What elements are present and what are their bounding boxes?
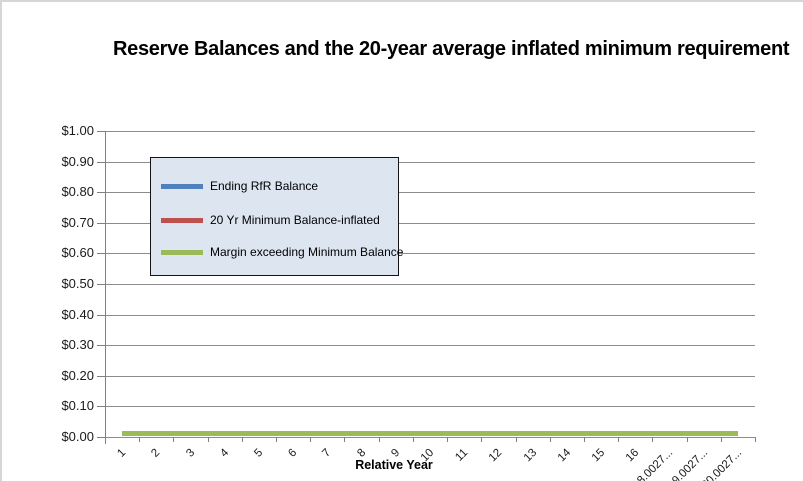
legend-entry: Margin exceeding Minimum Balance — [161, 245, 403, 259]
y-axis-tick-label: $0.70 — [61, 215, 94, 230]
y-axis-tick-label: $0.80 — [61, 184, 94, 199]
x-axis-tick — [481, 437, 482, 442]
legend-box[interactable]: Ending RfR Balance 20 Yr Minimum Balance… — [150, 157, 403, 276]
x-axis-tick — [276, 437, 277, 442]
legend-entry: 20 Yr Minimum Balance-inflated — [161, 213, 380, 227]
x-axis-tick — [516, 437, 517, 442]
y-axis-tick-label: $0.20 — [61, 368, 94, 383]
legend-line-swatch — [161, 249, 203, 255]
gridline — [105, 162, 755, 163]
gridline — [105, 131, 755, 132]
legend-label: 20 Yr Minimum Balance-inflated — [210, 213, 380, 227]
series-line — [122, 431, 738, 436]
x-axis-title: Relative Year — [355, 458, 433, 472]
chart-title: Reserve Balances and the 20-year average… — [113, 38, 790, 60]
y-axis-tick — [97, 376, 105, 377]
x-axis-tick — [139, 437, 140, 442]
legend-label: Margin exceeding Minimum Balance — [210, 245, 404, 259]
legend-line-swatch — [161, 183, 203, 189]
legend-entry: Ending RfR Balance — [161, 179, 318, 193]
gridline — [105, 345, 755, 346]
y-axis-tick — [97, 131, 105, 132]
gridline — [105, 284, 755, 285]
x-axis-tick — [550, 437, 551, 442]
y-axis-tick — [97, 253, 105, 254]
y-axis-tick-label: $0.90 — [61, 154, 94, 169]
x-axis-tick — [652, 437, 653, 442]
y-axis-tick — [97, 406, 105, 407]
x-axis-tick — [208, 437, 209, 442]
x-axis-tick — [310, 437, 311, 442]
y-axis-tick-label: $0.00 — [61, 429, 94, 444]
gridline — [105, 223, 755, 224]
y-axis-tick — [97, 223, 105, 224]
gridline — [105, 406, 755, 407]
x-axis-tick — [618, 437, 619, 442]
y-axis-tick — [97, 192, 105, 193]
x-axis-tick — [584, 437, 585, 442]
legend-label: Ending RfR Balance — [210, 179, 319, 193]
gridline — [105, 253, 755, 254]
plot-area — [97, 131, 756, 444]
y-axis-tick — [97, 315, 105, 316]
x-axis-tick — [721, 437, 722, 442]
x-axis-tick — [173, 437, 174, 442]
y-axis-tick — [97, 162, 105, 163]
x-axis-tick — [242, 437, 243, 442]
x-axis-tick — [687, 437, 688, 442]
gridline — [105, 192, 755, 193]
gridline — [105, 376, 755, 377]
y-axis-tick — [97, 284, 105, 285]
y-axis-tick-label: $0.40 — [61, 307, 94, 322]
gridline — [105, 437, 755, 438]
y-axis-tick-label: $0.10 — [61, 398, 94, 413]
x-axis-tick — [755, 437, 756, 442]
x-axis-tick — [413, 437, 414, 442]
y-axis-tick-label: $0.50 — [61, 276, 94, 291]
y-axis-tick — [97, 345, 105, 346]
y-axis-tick-label: $0.60 — [61, 245, 94, 260]
y-axis-line — [105, 131, 106, 444]
x-axis-tick — [105, 437, 106, 442]
y-axis-tick-label: $0.30 — [61, 337, 94, 352]
y-axis-tick — [97, 437, 105, 438]
legend-line-swatch — [161, 217, 203, 223]
x-axis-tick — [447, 437, 448, 442]
x-axis-tick — [379, 437, 380, 442]
x-axis-tick — [344, 437, 345, 442]
gridline — [105, 315, 755, 316]
y-axis-tick-label: $1.00 — [61, 123, 94, 138]
